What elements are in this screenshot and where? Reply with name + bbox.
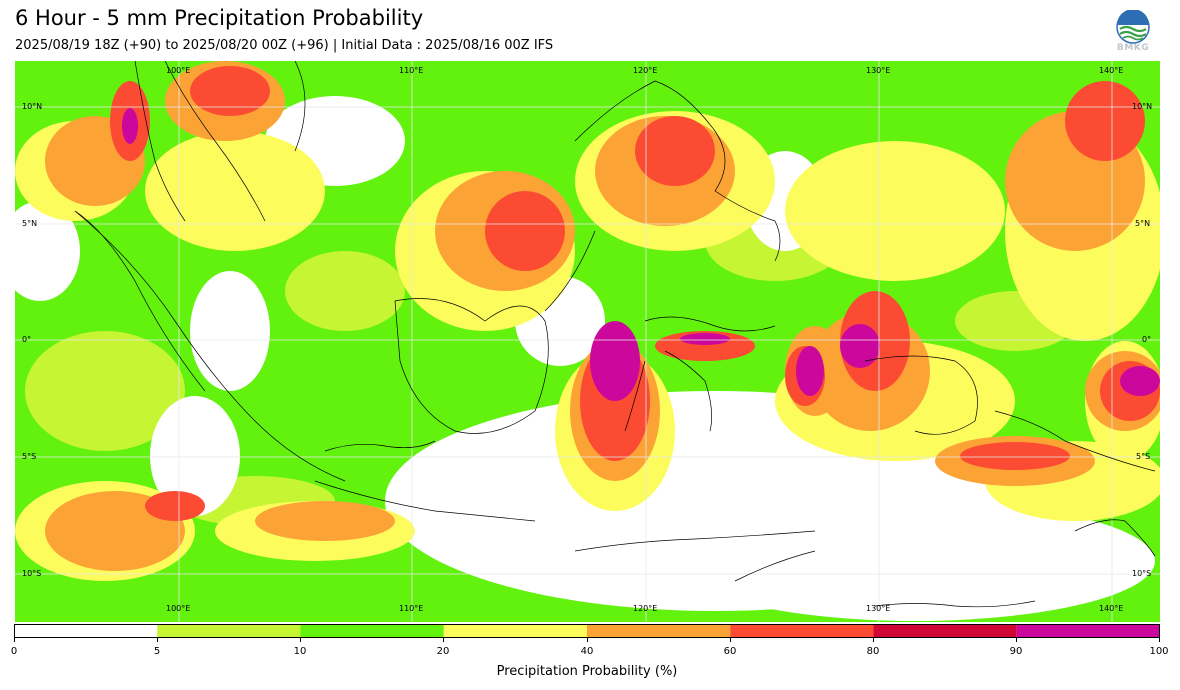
bmkg-logo — [1114, 9, 1152, 56]
colorbar-tick-label: 20 — [436, 646, 450, 657]
lon-label-bottom-140: 140°E — [1099, 604, 1124, 613]
lat-label-right-10n: 10°N — [1132, 102, 1153, 111]
colorbar-tick-label: 60 — [723, 646, 737, 657]
colorbar-segment-1 — [157, 624, 301, 638]
lat-label-left-5n: 5°N — [22, 219, 38, 228]
lon-label-top-140: 140°E — [1099, 66, 1124, 75]
colorbar-segment-3 — [443, 624, 587, 638]
lon-label-bottom-130: 130°E — [866, 604, 891, 613]
lat-label-left-10s: 10°S — [22, 569, 42, 578]
precipitation-map — [15, 61, 1160, 622]
lat-label-right-10s: 10°S — [1132, 569, 1152, 578]
colorbar-tickmark — [730, 638, 731, 642]
colorbar-tick-label: 5 — [153, 646, 161, 657]
colorbar-tick-label: 0 — [10, 646, 18, 657]
colorbar-tickmark — [873, 638, 874, 642]
colorbar-tick-label: 80 — [866, 646, 880, 657]
lon-label-top-110: 110°E — [399, 66, 424, 75]
colorbar-tickmark — [443, 638, 444, 642]
lon-label-top-130: 130°E — [866, 66, 891, 75]
colorbar-tick-label: 90 — [1009, 646, 1023, 657]
lat-label-right-0: 0° — [1142, 335, 1152, 344]
colorbar-tickmark — [300, 638, 301, 642]
colorbar-segment-5 — [730, 624, 874, 638]
colorbar-segment-7 — [1016, 624, 1160, 638]
colorbar-tickmark — [1159, 638, 1160, 642]
colorbar-tickmark — [587, 638, 588, 642]
lon-label-bottom-120: 120°E — [633, 604, 658, 613]
colorbar-segment-0 — [14, 624, 158, 638]
colorbar-segment-2 — [300, 624, 444, 638]
colorbar-tick-label: 40 — [580, 646, 594, 657]
extreme-probability-area — [122, 108, 1160, 401]
lon-label-bottom-100: 100°E — [166, 604, 191, 613]
colorbar-tickmark — [14, 638, 15, 642]
lat-label-right-5s: 5°S — [1136, 452, 1151, 461]
coastlines — [74, 61, 1156, 608]
lat-label-right-5n: 5°N — [1135, 219, 1151, 228]
colorbar-tickmark — [157, 638, 158, 642]
colorbar — [14, 624, 1160, 638]
lat-label-left-5s: 5°S — [22, 452, 37, 461]
colorbar-segment-6 — [873, 624, 1017, 638]
map-subtitle: 2025/08/19 18Z (+90) to 2025/08/20 00Z (… — [15, 38, 554, 53]
colorbar-tickmark — [1016, 638, 1017, 642]
lon-label-top-100: 100°E — [166, 66, 191, 75]
lon-label-top-120: 120°E — [633, 66, 658, 75]
lon-label-bottom-110: 110°E — [399, 604, 424, 613]
bmkg-logo-text: BMKG — [1116, 43, 1150, 53]
colorbar-segment-4 — [587, 624, 731, 638]
map-title: 6 Hour - 5 mm Precipitation Probability — [15, 6, 424, 30]
colorbar-label: Precipitation Probability (%) — [496, 664, 678, 679]
lat-label-left-0: 0° — [22, 335, 32, 344]
lat-label-left-10n: 10°N — [22, 102, 43, 111]
map-gridlines — [15, 61, 1160, 622]
colorbar-tick-label: 100 — [1149, 646, 1169, 657]
colorbar-tick-label: 10 — [293, 646, 307, 657]
